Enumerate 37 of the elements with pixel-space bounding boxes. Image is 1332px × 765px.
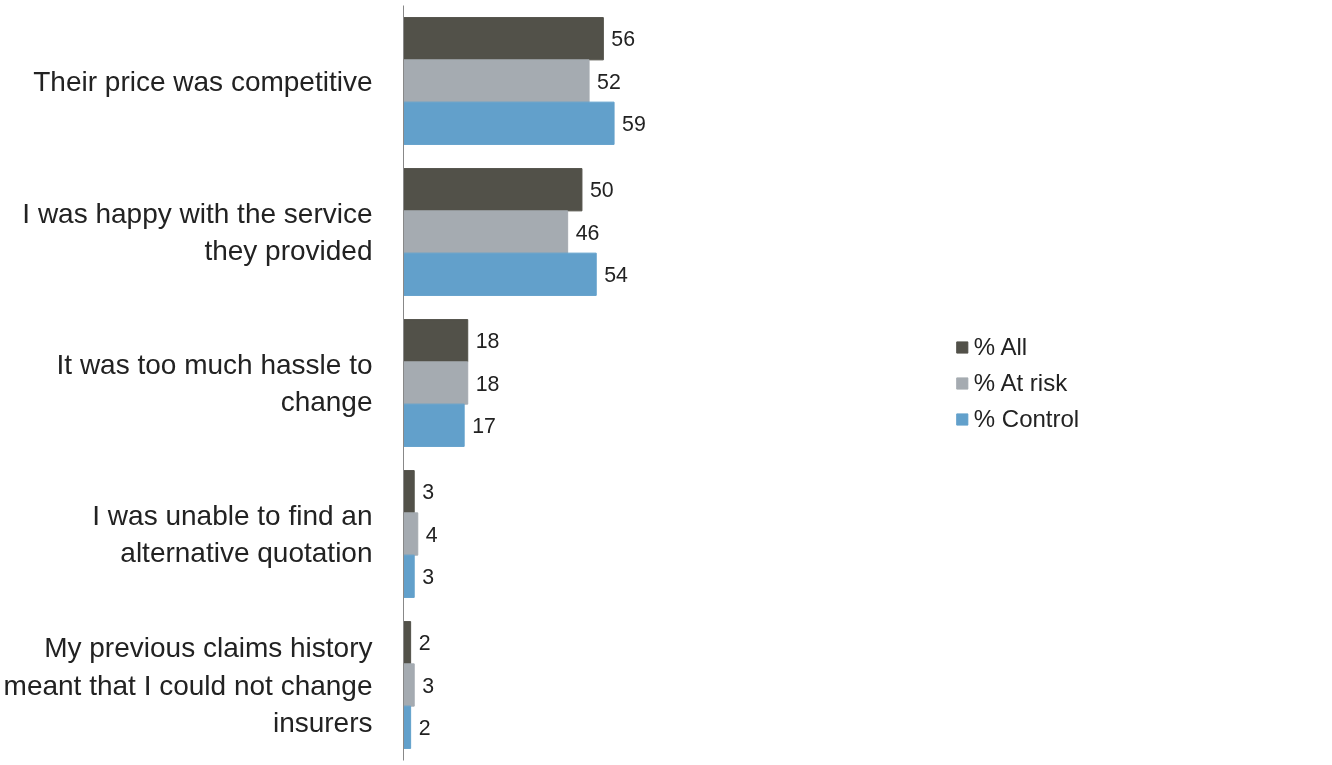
data-label: 54 <box>604 262 629 287</box>
bar <box>403 59 590 103</box>
data-label: 2 <box>418 715 431 740</box>
bar <box>403 17 604 61</box>
y-tick-label: I was unable to find an alternative quotation <box>92 499 373 569</box>
y-tick-label: My previous claims history meant that I could not change insurers <box>3 632 373 738</box>
data-label: 52 <box>597 69 621 94</box>
data-label: 56 <box>611 27 636 52</box>
y-tick-label: Their price was competitive <box>33 65 373 97</box>
data-label: 3 <box>422 564 435 589</box>
bar <box>403 210 569 254</box>
bar <box>403 512 419 556</box>
data-label: 50 <box>589 178 614 203</box>
bar <box>403 403 465 447</box>
data-label: 18 <box>475 329 500 354</box>
bar <box>403 361 469 405</box>
bar <box>403 319 469 363</box>
data-label: 4 <box>425 522 438 547</box>
data-label: 17 <box>472 413 496 438</box>
bar <box>403 705 412 749</box>
bar <box>403 168 583 212</box>
data-label: 46 <box>575 220 600 245</box>
bar <box>403 252 597 296</box>
data-label: 3 <box>422 480 435 505</box>
data-label: 3 <box>422 673 435 698</box>
data-label: 59 <box>622 111 646 136</box>
legend-label: % Control <box>973 404 1080 433</box>
y-tick-label: I was happy with the service they provided <box>22 197 373 267</box>
legend-label: % At risk <box>973 368 1068 397</box>
y-tick-label: It was too much hassle to change <box>56 348 373 418</box>
bar <box>403 663 415 707</box>
bar <box>403 101 615 145</box>
data-label: 18 <box>475 371 500 396</box>
legend-label: % All <box>973 332 1028 361</box>
data-label: 2 <box>418 631 431 656</box>
bar <box>403 470 415 514</box>
bar <box>403 554 415 598</box>
